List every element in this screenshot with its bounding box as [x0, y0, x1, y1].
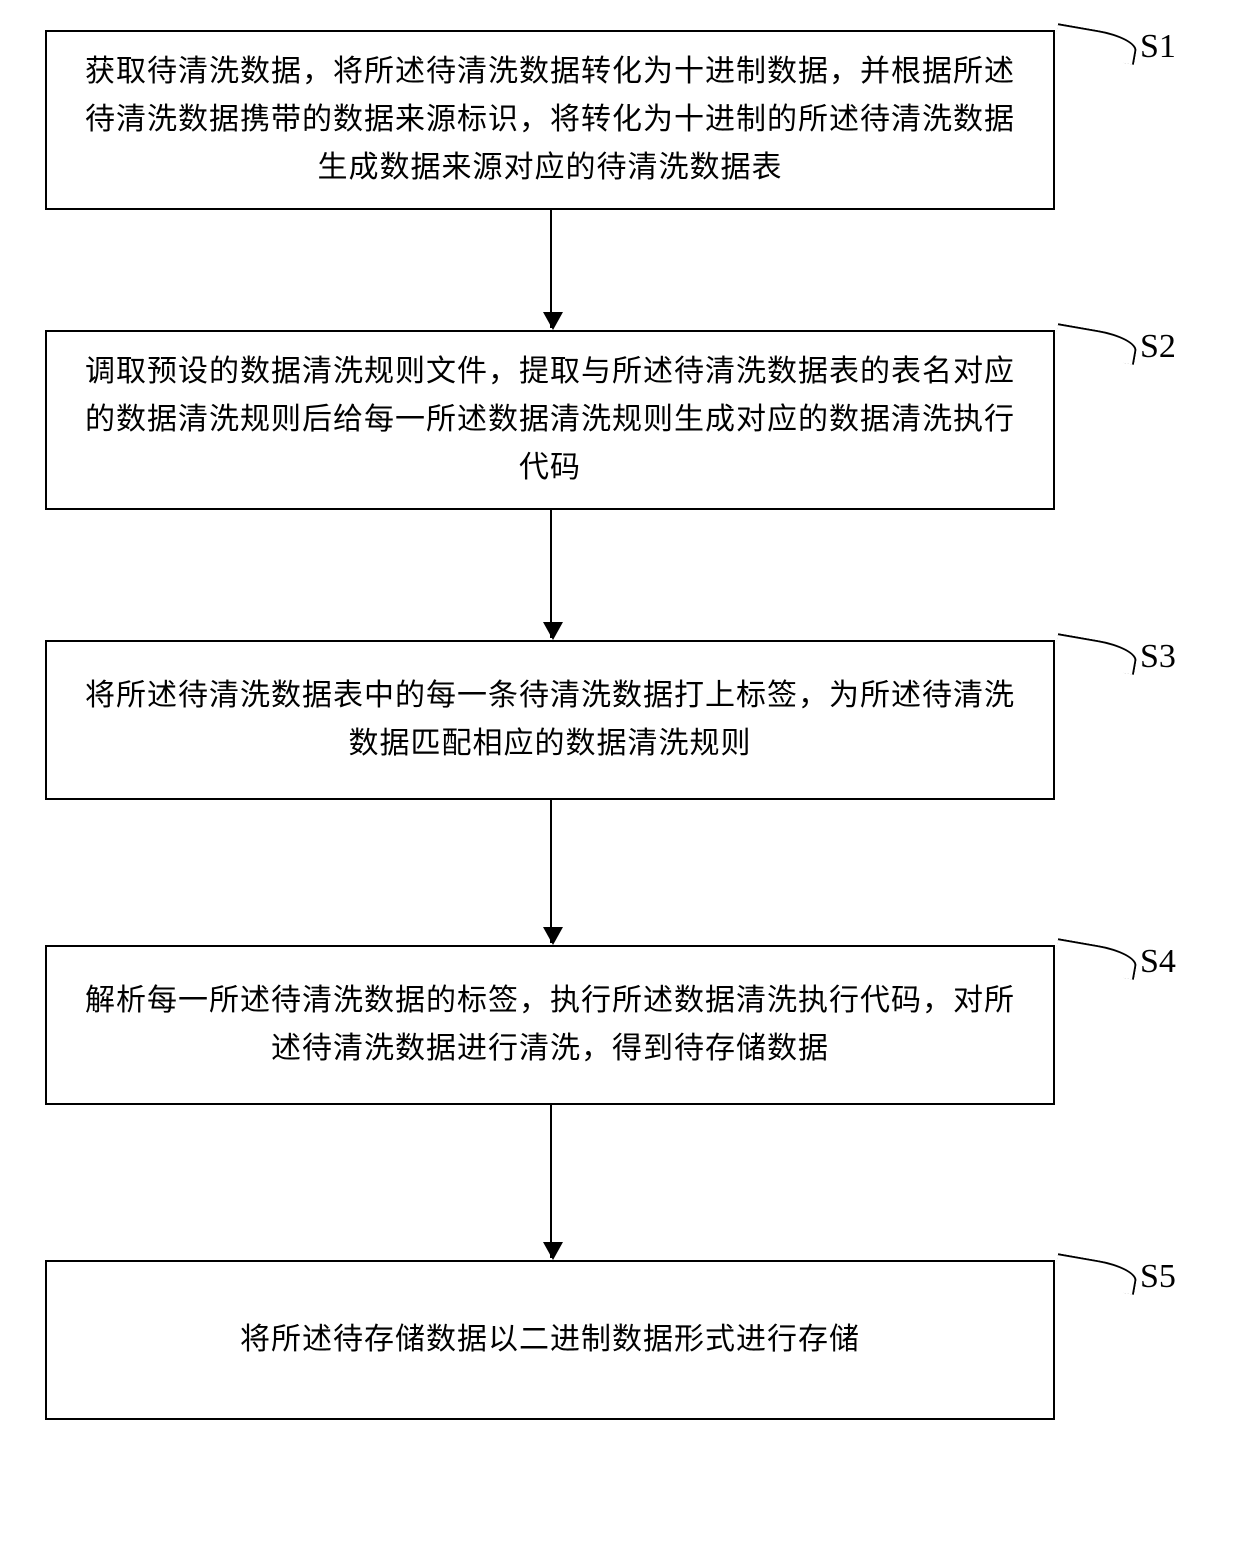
step-box-s4: 解析每一所述待清洗数据的标签，执行所述数据清洗执行代码，对所述待清洗数据进行清洗…: [45, 945, 1055, 1105]
flowchart-canvas: 获取待清洗数据，将所述待清洗数据转化为十进制数据，并根据所述待清洗数据携带的数据…: [0, 0, 1240, 1544]
step-text-s1: 获取待清洗数据，将所述待清洗数据转化为十进制数据，并根据所述待清洗数据携带的数据…: [77, 48, 1023, 192]
connector-s1: [1053, 23, 1139, 65]
connector-s3: [1053, 633, 1139, 675]
step-box-s2: 调取预设的数据清洗规则文件，提取与所述待清洗数据表的表名对应的数据清洗规则后给每…: [45, 330, 1055, 510]
arrow-s2-s3: [550, 510, 552, 638]
connector-s2: [1053, 323, 1139, 365]
arrow-s4-s5: [550, 1105, 552, 1258]
step-label-s2: S2: [1140, 328, 1176, 366]
step-text-s5: 将所述待存储数据以二进制数据形式进行存储: [240, 1316, 860, 1364]
step-label-s4: S4: [1140, 943, 1176, 981]
step-text-s4: 解析每一所述待清洗数据的标签，执行所述数据清洗执行代码，对所述待清洗数据进行清洗…: [77, 977, 1023, 1073]
step-text-s3: 将所述待清洗数据表中的每一条待清洗数据打上标签，为所述待清洗数据匹配相应的数据清…: [77, 672, 1023, 768]
step-label-s1: S1: [1140, 28, 1176, 66]
step-label-s3: S3: [1140, 638, 1176, 676]
arrow-s3-s4: [550, 800, 552, 943]
arrow-s1-s2: [550, 210, 552, 328]
step-box-s1: 获取待清洗数据，将所述待清洗数据转化为十进制数据，并根据所述待清洗数据携带的数据…: [45, 30, 1055, 210]
connector-s5: [1053, 1253, 1139, 1295]
step-box-s3: 将所述待清洗数据表中的每一条待清洗数据打上标签，为所述待清洗数据匹配相应的数据清…: [45, 640, 1055, 800]
step-text-s2: 调取预设的数据清洗规则文件，提取与所述待清洗数据表的表名对应的数据清洗规则后给每…: [77, 348, 1023, 492]
connector-s4: [1053, 938, 1139, 980]
step-label-s5: S5: [1140, 1258, 1176, 1296]
step-box-s5: 将所述待存储数据以二进制数据形式进行存储: [45, 1260, 1055, 1420]
